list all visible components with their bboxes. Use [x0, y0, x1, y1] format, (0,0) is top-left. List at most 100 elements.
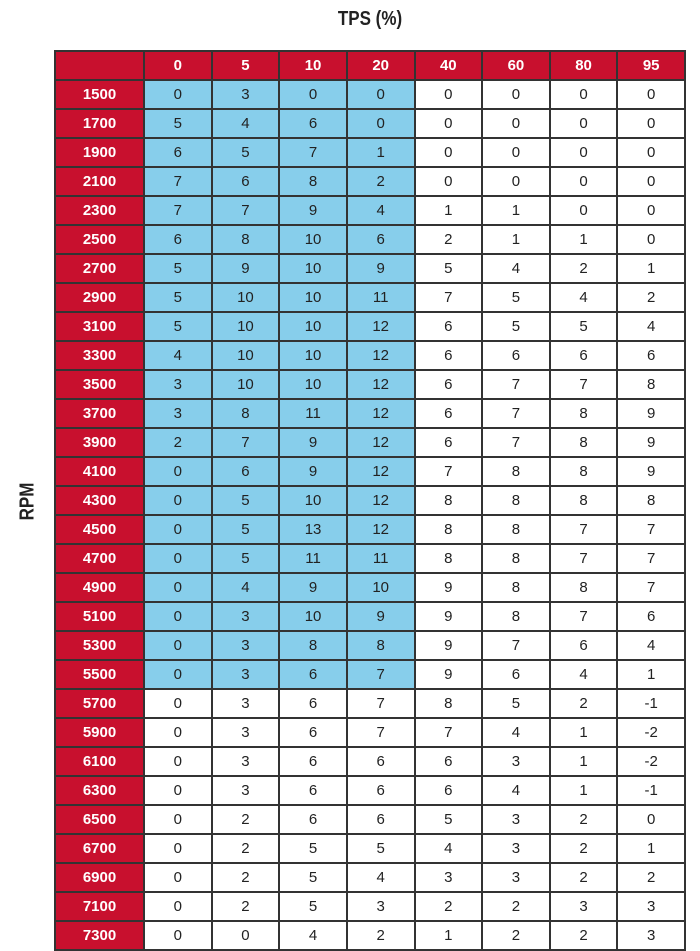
table-cell: 12 — [345, 398, 416, 429]
table-cell: 1 — [548, 746, 619, 777]
table-cell: 9 — [413, 659, 484, 690]
table-cell: 1 — [413, 195, 484, 226]
table-cell: 10 — [345, 572, 416, 603]
table-cell: 0 — [143, 543, 213, 574]
table-row: 3300 4 10 10 12 6 6 6 6 — [54, 340, 686, 371]
table-cell: 7 — [616, 514, 686, 545]
table-cell: 5 — [345, 833, 416, 864]
table-cell: 5 — [413, 804, 484, 835]
table-cell: 5 — [481, 282, 551, 313]
row-header: 1500 — [54, 79, 145, 110]
table-row: 5700 0 3 6 7 8 5 2 -1 — [54, 688, 686, 719]
table-row: 2100 7 6 8 2 0 0 0 0 — [54, 166, 686, 197]
table-cell: 5 — [278, 862, 348, 893]
table-cell: 12 — [345, 485, 416, 516]
table-cell: 2 — [345, 920, 416, 951]
table-cell: 8 — [548, 572, 619, 603]
table-cell: 1 — [345, 137, 416, 168]
row-header: 4700 — [54, 543, 145, 574]
table-cell: 6 — [278, 746, 348, 777]
table-cell: 0 — [548, 108, 619, 139]
table-cell: 7 — [413, 717, 484, 748]
table-cell: 3 — [210, 688, 281, 719]
table-cell: 9 — [278, 427, 348, 458]
table-cell: 7 — [481, 427, 551, 458]
table-cell: 10 — [278, 311, 348, 342]
table-row: 5500 0 3 6 7 9 6 4 1 — [54, 659, 686, 690]
row-header: 2300 — [54, 195, 145, 226]
table-cell: 0 — [616, 137, 686, 168]
table-cell: 1 — [616, 833, 686, 864]
table-cell: 0 — [616, 166, 686, 197]
row-header: 3100 — [54, 311, 145, 342]
table-cell: 11 — [278, 543, 348, 574]
table-cell: 3 — [345, 891, 416, 922]
table-row: 7100 0 2 5 3 2 2 3 3 — [54, 891, 686, 922]
table-cell: 2 — [413, 224, 484, 255]
corner-cell — [54, 50, 145, 81]
table-cell: 2 — [481, 920, 551, 951]
table-cell: 6 — [210, 166, 281, 197]
table-cell: 5 — [278, 891, 348, 922]
table-cell: 4 — [481, 253, 551, 284]
table-cell: 1 — [481, 224, 551, 255]
table-cell: 8 — [278, 630, 348, 661]
row-header: 1900 — [54, 137, 145, 168]
table-cell: 8 — [210, 398, 281, 429]
row-header: 5300 — [54, 630, 145, 661]
table-row: 6300 0 3 6 6 6 4 1 -1 — [54, 775, 686, 806]
table-cell: 5 — [481, 688, 551, 719]
table-cell: 6 — [548, 340, 619, 371]
table-cell: 10 — [278, 253, 348, 284]
table-cell: 6 — [548, 630, 619, 661]
table-cell: 2 — [548, 688, 619, 719]
table-cell: 2 — [548, 253, 619, 284]
table-cell: 6 — [413, 398, 484, 429]
table-cell: 7 — [278, 137, 348, 168]
table-cell: 3 — [210, 79, 281, 110]
table-cell: 6 — [413, 775, 484, 806]
table-cell: 3 — [481, 746, 551, 777]
table-cell: 2 — [210, 891, 281, 922]
table-cell: 7 — [481, 398, 551, 429]
table-row: 1700 5 4 6 0 0 0 0 0 — [54, 108, 686, 139]
table-cell: 2 — [413, 891, 484, 922]
table-row: 5300 0 3 8 8 9 7 6 4 — [54, 630, 686, 661]
table-cell: 9 — [278, 456, 348, 487]
table-cell: 8 — [616, 369, 686, 400]
table-cell: 4 — [345, 862, 416, 893]
table-cell: 7 — [413, 456, 484, 487]
table-row: 6700 0 2 5 5 4 3 2 1 — [54, 833, 686, 864]
table-cell: 6 — [413, 340, 484, 371]
table-cell: 3 — [548, 891, 619, 922]
table-cell: 9 — [413, 630, 484, 661]
table-cell: 5 — [143, 282, 213, 313]
table-cell: 7 — [345, 717, 416, 748]
table-cell: -1 — [616, 688, 686, 719]
table-cell: 7 — [143, 166, 213, 197]
table-cell: 6 — [345, 224, 416, 255]
table-cell: 10 — [278, 601, 348, 632]
row-header: 6300 — [54, 775, 145, 806]
table-cell: 6 — [278, 775, 348, 806]
table-cell: 2 — [548, 920, 619, 951]
table-cell: 0 — [143, 659, 213, 690]
table-cell: 10 — [278, 485, 348, 516]
row-header: 5500 — [54, 659, 145, 690]
table-cell: 0 — [143, 775, 213, 806]
table-cell: 6 — [278, 659, 348, 690]
column-header: 95 — [616, 50, 686, 81]
column-header: 10 — [278, 50, 348, 81]
table-cell: 2 — [548, 804, 619, 835]
table-cell: 6 — [345, 775, 416, 806]
table-cell: 0 — [143, 485, 213, 516]
row-header: 4300 — [54, 485, 145, 516]
table-cell: 6 — [210, 456, 281, 487]
table-row: 2500 6 8 10 6 2 1 1 0 — [54, 224, 686, 255]
row-header: 6900 — [54, 862, 145, 893]
table-cell: 6 — [413, 746, 484, 777]
table-cell: 7 — [616, 543, 686, 574]
table-row: 2900 5 10 10 11 7 5 4 2 — [54, 282, 686, 313]
table-row: 5900 0 3 6 7 7 4 1 -2 — [54, 717, 686, 748]
table-row: 7300 0 0 4 2 1 2 2 3 — [54, 920, 686, 951]
